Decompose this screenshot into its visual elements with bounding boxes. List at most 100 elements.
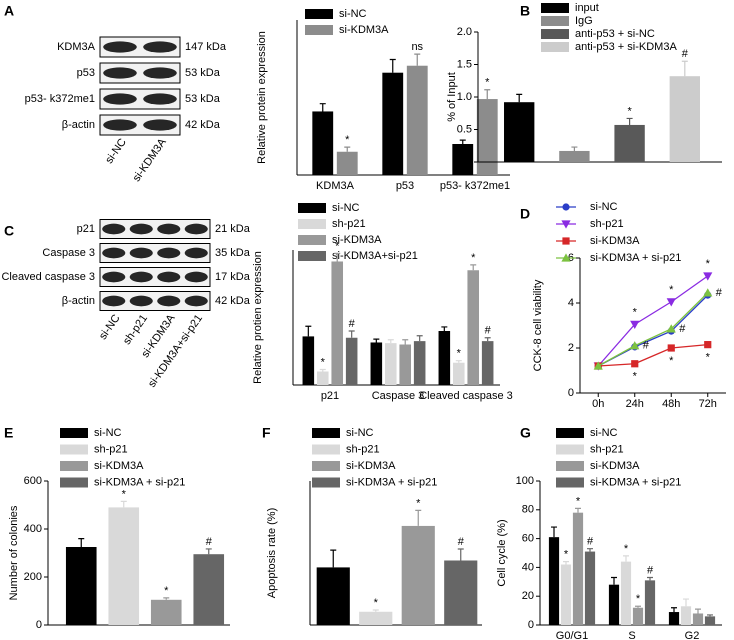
legend-label: si-KDM3A: [590, 460, 640, 472]
legend-swatch: [298, 203, 326, 213]
annotation: *: [624, 543, 629, 555]
marker: [593, 361, 603, 370]
error-bar: [623, 555, 629, 562]
legend-label: si-NC: [346, 427, 374, 439]
error-bar: [415, 509, 422, 526]
legend-label: anti-p53 + si-KDM3A: [575, 41, 677, 53]
annotation: *: [321, 356, 326, 368]
legend-swatch: [556, 477, 584, 488]
y-axis-label: % of Input: [446, 72, 458, 122]
bar: [560, 564, 572, 625]
y-axis-label: Number of colonies: [8, 505, 20, 600]
legend-swatch: [556, 444, 584, 455]
error-bar: [484, 337, 491, 342]
error-bar: [635, 605, 641, 608]
y-tick-label: 400: [24, 523, 42, 535]
blot-strip: [99, 267, 211, 287]
error-bar: [459, 139, 466, 144]
error-bar: [671, 607, 677, 613]
panel-letter: E: [4, 425, 13, 441]
bar: [452, 362, 465, 385]
error-bar: [402, 339, 409, 345]
legend-swatch: [541, 16, 569, 26]
marker: [630, 320, 640, 329]
legend-swatch: [556, 428, 584, 438]
legend-swatch: [298, 251, 326, 261]
x-tick-label: p53- k372me1: [440, 180, 510, 192]
blot-band: [102, 295, 126, 307]
y-axis-label: Relative protein expression: [256, 31, 268, 164]
legend-swatch: [541, 29, 569, 39]
bar: [316, 371, 329, 385]
blot-band: [143, 41, 177, 53]
blot-band: [157, 295, 181, 307]
error-bar: [120, 500, 127, 508]
error-bar: [470, 264, 477, 271]
blot-band: [129, 223, 153, 235]
bar: [608, 584, 620, 625]
marker: [703, 272, 713, 281]
y-axis-label: Apoptosis rate (%): [266, 508, 278, 598]
bar: [584, 551, 596, 625]
bar: [384, 343, 397, 385]
legend-label: si-KDM3A: [346, 460, 396, 472]
blot-band: [102, 271, 126, 283]
panel-letter: G: [520, 425, 531, 441]
x-tick-label: Caspase 3: [372, 390, 425, 402]
error-bar: [387, 339, 394, 344]
blot-band: [157, 247, 181, 259]
x-tick-label: p53: [396, 180, 414, 192]
annotation: #: [206, 536, 213, 548]
blot-size-label: 42 kDa: [215, 295, 251, 307]
blot-row-label: p53: [77, 67, 95, 79]
error-bar: [414, 53, 421, 66]
x-tick-label: 72h: [699, 398, 717, 410]
x-tick-label: S: [628, 630, 635, 640]
blot-band: [103, 119, 137, 131]
annotation: *: [633, 371, 638, 383]
legend-label: anti-p53 + si-NC: [575, 28, 655, 40]
blot-band: [129, 295, 153, 307]
y-tick-label: 2: [568, 342, 574, 354]
blot-band: [102, 247, 126, 259]
error-bar: [389, 58, 396, 73]
annotation: #: [458, 536, 465, 548]
annotation: *: [471, 252, 476, 264]
y-tick-label: 4: [568, 297, 574, 309]
blot-band: [129, 247, 153, 259]
annotation: *: [669, 284, 674, 296]
y-axis-label: CCK-8 cell viability: [532, 279, 544, 371]
bar: [452, 144, 474, 175]
annotation: *: [576, 495, 581, 507]
bar: [572, 512, 584, 625]
legend-swatch: [60, 477, 88, 488]
bar: [345, 337, 358, 385]
panel-letter: D: [520, 206, 530, 222]
annotation: ns: [411, 41, 423, 53]
legend-label: si-NC: [94, 427, 122, 439]
lane-label: si-NC: [103, 136, 129, 165]
legend-swatch: [312, 461, 340, 471]
blot-row-label: Caspase 3: [42, 247, 95, 259]
error-bar: [205, 548, 212, 555]
marker: [703, 288, 713, 297]
y-tick-label: 600: [24, 475, 42, 487]
bar: [620, 561, 632, 625]
blot-band: [143, 119, 177, 131]
bar: [632, 607, 644, 625]
y-tick-label: 200: [24, 571, 42, 583]
y-tick-label: 80: [522, 504, 534, 516]
bar: [444, 560, 478, 625]
annotation: *: [457, 348, 462, 360]
legend-label: sh-p21: [94, 443, 128, 455]
bar: [548, 537, 560, 625]
legend-label: sh-p21: [590, 218, 624, 230]
blot-band: [184, 295, 208, 307]
bar: [312, 111, 334, 175]
legend-label: si-KDM3A + si-p21: [346, 476, 437, 488]
legend-label: si-KDM3A+si-p21: [332, 250, 418, 262]
legend-swatch: [312, 477, 340, 488]
error-bar: [78, 538, 85, 547]
bar: [399, 344, 412, 385]
